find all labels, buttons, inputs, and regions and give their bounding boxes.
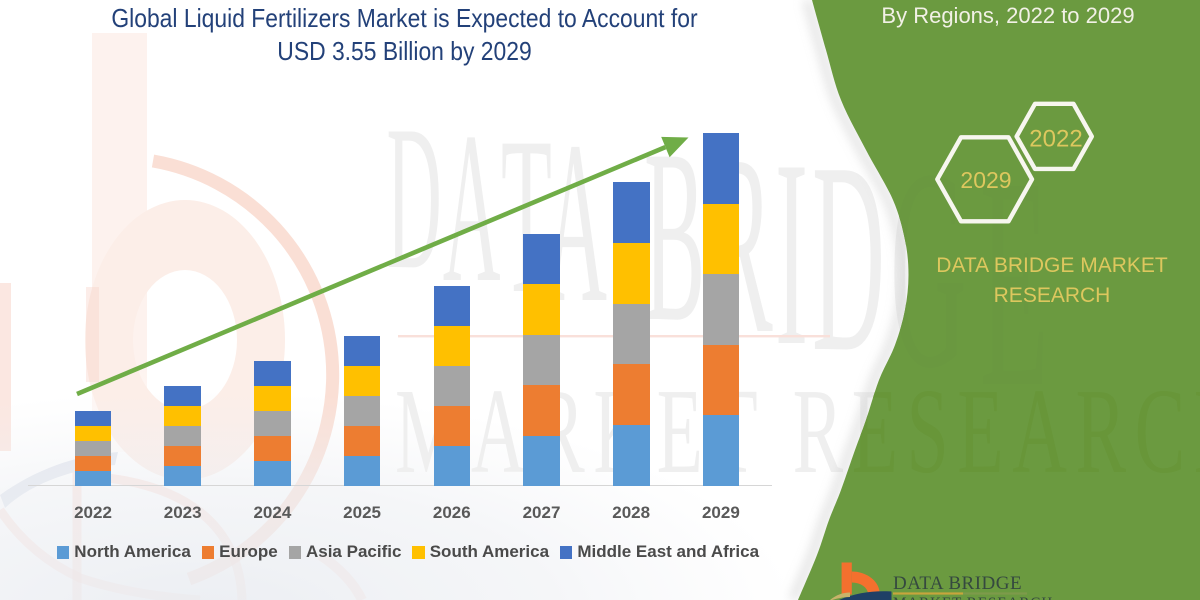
svg-text:2029: 2029 (960, 167, 1011, 193)
svg-text:DATA BRIDGE: DATA BRIDGE (893, 573, 1022, 594)
svg-text:MARKET RESEARCH: MARKET RESEARCH (893, 595, 1053, 600)
svg-text:2022: 2022 (1029, 126, 1082, 153)
